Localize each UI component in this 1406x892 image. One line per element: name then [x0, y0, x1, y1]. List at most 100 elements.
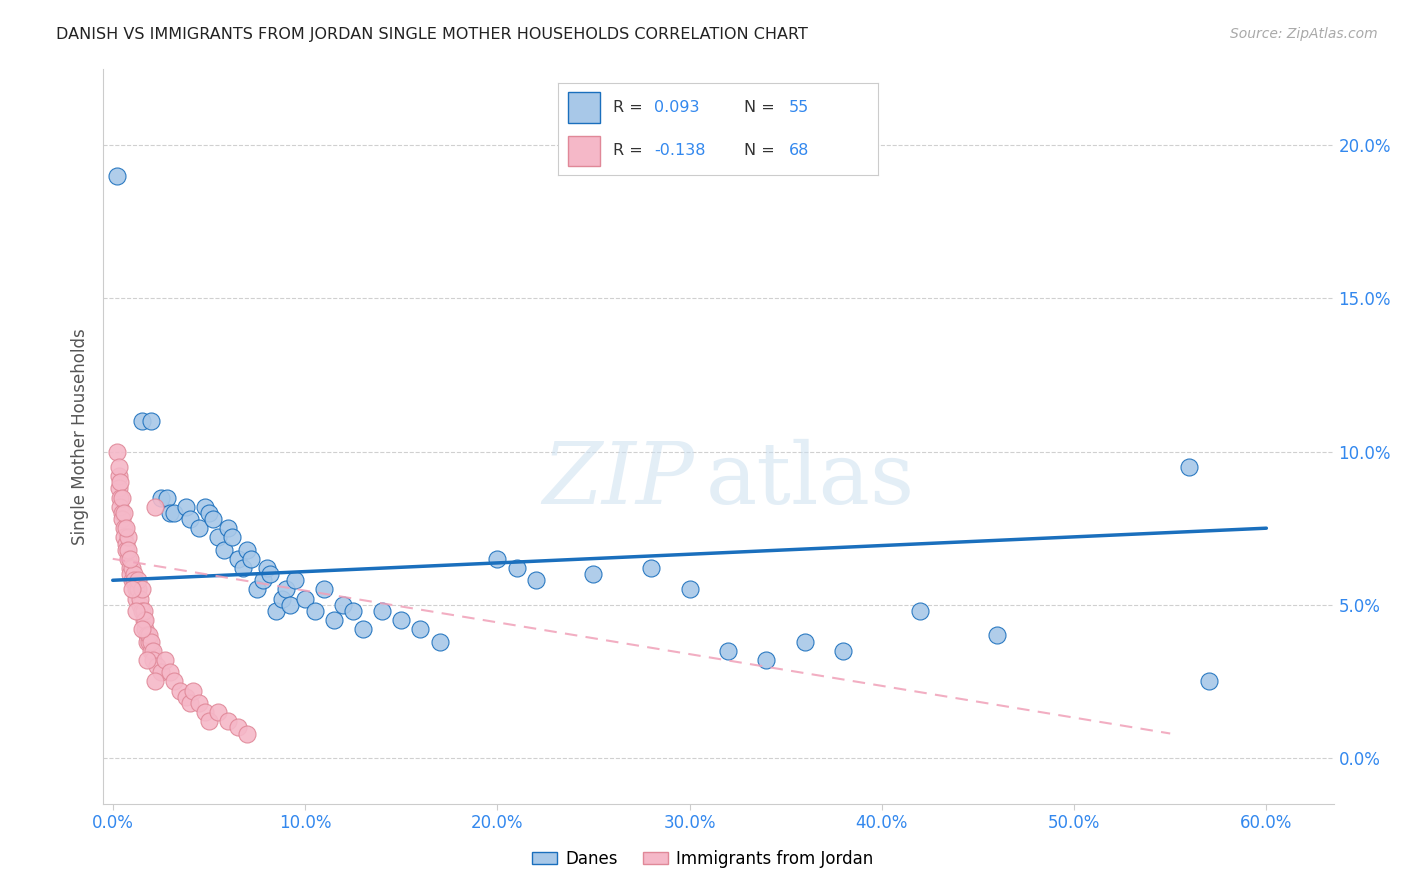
Point	[678, 582, 700, 597]
Point	[159, 506, 181, 520]
Point	[221, 530, 243, 544]
Point	[132, 613, 155, 627]
Point	[217, 521, 239, 535]
Point	[271, 591, 294, 606]
Point	[122, 567, 145, 582]
Point	[294, 591, 316, 606]
Y-axis label: Single Mother Households: Single Mother Households	[72, 328, 89, 545]
Point	[582, 567, 605, 582]
Point	[371, 604, 394, 618]
Point	[115, 536, 138, 550]
Point	[246, 582, 269, 597]
Point	[117, 530, 139, 544]
Point	[142, 653, 165, 667]
Point	[986, 628, 1008, 642]
Point	[117, 551, 139, 566]
Point	[131, 623, 153, 637]
Point	[131, 604, 153, 618]
Point	[128, 598, 150, 612]
Point	[169, 683, 191, 698]
Point	[284, 574, 307, 588]
Point	[1178, 459, 1201, 474]
Point	[429, 634, 451, 648]
Point	[174, 500, 197, 514]
Point	[112, 506, 135, 520]
Point	[163, 674, 186, 689]
Point	[110, 491, 132, 505]
Point	[136, 653, 159, 667]
Point	[174, 690, 197, 704]
Point	[264, 604, 287, 618]
Legend: Danes, Immigrants from Jordan: Danes, Immigrants from Jordan	[526, 844, 880, 875]
Point	[159, 665, 181, 680]
Point	[122, 574, 145, 588]
Point	[194, 500, 217, 514]
Point	[236, 726, 259, 740]
Point	[188, 696, 211, 710]
Point	[125, 582, 148, 597]
Point	[105, 444, 128, 458]
Point	[198, 506, 221, 520]
Point	[352, 623, 374, 637]
Point	[188, 521, 211, 535]
Point	[146, 659, 169, 673]
Point	[127, 582, 149, 597]
Point	[141, 414, 163, 428]
Point	[149, 491, 172, 505]
Point	[332, 598, 354, 612]
Point	[143, 500, 166, 514]
Point	[115, 542, 138, 557]
Point	[115, 521, 138, 535]
Point	[183, 683, 205, 698]
Point	[1198, 674, 1220, 689]
Point	[131, 582, 153, 597]
Point	[179, 696, 201, 710]
Point	[226, 720, 249, 734]
Point	[107, 459, 129, 474]
Point	[136, 634, 159, 648]
Point	[278, 598, 301, 612]
Point	[505, 561, 527, 575]
Point	[125, 591, 148, 606]
Point	[136, 628, 159, 642]
Point	[409, 623, 432, 637]
Point	[121, 561, 143, 575]
Point	[134, 613, 156, 627]
Point	[214, 542, 236, 557]
Point	[322, 613, 344, 627]
Point	[252, 574, 274, 588]
Point	[240, 551, 263, 566]
Point	[112, 530, 135, 544]
Point	[107, 481, 129, 495]
Point	[207, 705, 229, 719]
Point	[524, 574, 547, 588]
Point	[132, 604, 155, 618]
Point	[121, 582, 143, 597]
Point	[207, 530, 229, 544]
Point	[121, 574, 143, 588]
Point	[117, 542, 139, 557]
Point	[910, 604, 932, 618]
Text: DANISH VS IMMIGRANTS FROM JORDAN SINGLE MOTHER HOUSEHOLDS CORRELATION CHART: DANISH VS IMMIGRANTS FROM JORDAN SINGLE …	[56, 27, 808, 42]
Text: Source: ZipAtlas.com: Source: ZipAtlas.com	[1230, 27, 1378, 41]
Point	[143, 674, 166, 689]
Point	[832, 644, 855, 658]
Point	[112, 521, 135, 535]
Point	[226, 551, 249, 566]
Point	[640, 561, 662, 575]
Point	[274, 582, 297, 597]
Point	[232, 561, 254, 575]
Point	[111, 512, 134, 526]
Point	[149, 665, 172, 680]
Point	[118, 567, 141, 582]
Point	[138, 634, 160, 648]
Point	[179, 512, 201, 526]
Point	[389, 613, 412, 627]
Text: ZIP: ZIP	[541, 439, 693, 522]
Point	[259, 567, 281, 582]
Point	[107, 469, 129, 483]
Point	[201, 512, 224, 526]
Point	[128, 591, 150, 606]
Point	[342, 604, 364, 618]
Point	[194, 705, 217, 719]
